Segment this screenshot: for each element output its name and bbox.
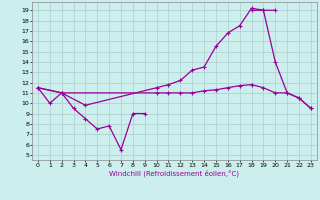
X-axis label: Windchill (Refroidissement éolien,°C): Windchill (Refroidissement éolien,°C)	[109, 169, 239, 177]
